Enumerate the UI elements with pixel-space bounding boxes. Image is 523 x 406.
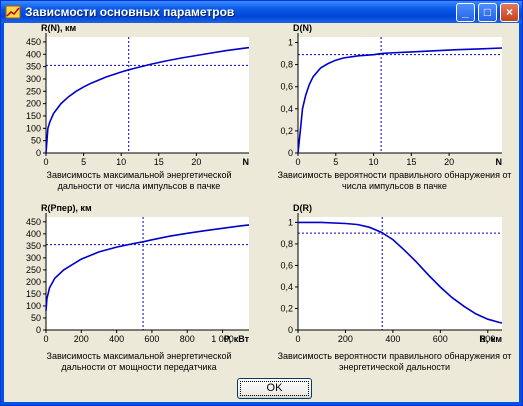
rn-ylabel: R(N), км [41,23,76,33]
rn-curve [45,46,250,154]
close-button[interactable]: × [500,3,519,22]
dr-xtick-label: 400 [385,334,400,344]
rp-ytick-label: 450 [26,217,41,227]
window-title: Зависмости основных параметров [25,5,235,19]
rp-ytick-label: 300 [26,253,41,263]
rn-ytick-label: 250 [26,86,41,96]
rp-curve [45,224,250,311]
dr-ytick-label: 0,8 [280,239,293,249]
rn-ytick-label: 50 [31,136,41,146]
dr-xtick-label: 800 [480,334,495,344]
rn-ytick-label: 400 [26,49,41,59]
rn-xtick-label: 15 [154,157,164,167]
chart-rp: 0 50 100 150 200 250 300 350 400 450 0 200 400 600 800… [26,203,250,344]
dn-ytick-label: 1 [288,38,293,48]
dn-ylabel: D(N) [293,23,312,33]
rp-ytick-label: 250 [26,265,41,275]
dn-xlabel: N [496,157,503,167]
rp-xtick-label: 400 [109,334,124,344]
dn-ytick-label: 0,2 [280,126,293,136]
rp-ytick-label: 100 [26,301,41,311]
rn-ytick-label: 450 [26,37,41,47]
dn-xtick-label: 10 [369,157,379,167]
dn-plot-area [298,37,502,153]
dn-ytick-label: 0,6 [280,82,293,92]
dr-ytick-label: 0 [288,325,293,335]
dn-ytick-label: 0,4 [280,104,293,114]
rp-ytick-label: 50 [31,313,41,323]
dr-xtick-label: 0 [295,334,300,344]
dn-ytick-label: 0,8 [280,60,293,70]
rn-xtick-label: 5 [81,157,86,167]
dr-curve [298,221,503,324]
title-bar[interactable]: Зависмости основных параметров _ □ × [1,1,522,23]
rn-ytick-label: 300 [26,74,41,84]
minimize-button[interactable]: _ [456,3,475,22]
chart-dn-caption: Зависимость вероятности правильного обна… [277,170,512,191]
dr-xtick-label: 200 [338,334,353,344]
rp-xtick-label: 600 [144,334,159,344]
chart-rp-panel: 0 50 100 150 200 250 300 350 400 450 0 200 400 600 800… [4,199,259,379]
dn-ytick-label: 0 [288,148,293,158]
rn-ytick-label: 0 [36,148,41,158]
dn-xtick-label: 15 [406,157,416,167]
chart-dr-panel: 0 0,2 0,4 0,6 0,8 1 0 200 400 600 800 D(R) R, км Зав… [262,199,519,379]
dr-ytick-label: 0,6 [280,260,293,270]
rn-ytick-label: 200 [26,99,41,109]
rp-xlabel: P, кВт [224,334,250,344]
dialog-client-area: 0 50 100 150 200 250 300 350 400 450 0 5 10 15 20 R(N),… [4,23,519,402]
rp-ytick-label: 0 [36,325,41,335]
ok-button[interactable]: OK [237,378,312,399]
rp-ytick-label: 350 [26,241,41,251]
rn-ytick-label: 150 [26,111,41,121]
rn-ytick-label: 100 [26,123,41,133]
dn-xtick-label: 20 [444,157,454,167]
dn-xtick-label: 5 [333,157,338,167]
chart-dr-caption: Зависимость вероятности правильного обна… [277,351,512,372]
rp-xtick-label: 200 [74,334,89,344]
rp-ytick-label: 400 [26,229,41,239]
rn-xtick-label: 10 [116,157,126,167]
rn-plot-area [46,37,249,153]
rn-xlabel: N [243,157,250,167]
chart-rp-caption: Зависимость максимальной энергетической … [46,351,232,372]
rp-ylabel: R(Pпер), км [41,203,92,213]
chart-dn: 00,20,40,60,810 5 10 15 20D(N)N [280,23,503,167]
maximize-button[interactable]: □ [478,3,497,22]
chart-rn: 0 50 100 150 200 250 300 350 400 450 0 5 10 15 20 R(N),… [26,23,250,167]
dr-ytick-label: 0,4 [280,282,293,292]
chart-rn-panel: 0 50 100 150 200 250 300 350 400 450 0 5 10 15 20 R(N),… [4,23,259,203]
rp-xtick-label: 0 [43,334,48,344]
rn-ytick-label: 350 [26,62,41,72]
rn-xtick-label: 0 [43,157,48,167]
app-icon [5,5,21,19]
chart-rn-caption: Зависимость максимальной энергетической … [46,170,232,191]
rp-ytick-label: 200 [26,277,41,287]
dr-plot-area [298,217,502,330]
rp-ytick-label: 150 [26,289,41,299]
rp-plot-area [46,217,249,330]
dr-ylabel: D(R) [293,203,312,213]
dn-curve [297,47,503,154]
chart-dn-panel: 0 0,2 0,4 0,6 0,8 1 0 5 10 15 20 D(N) N Зависимость … [262,23,519,203]
rp-xtick-label: 1 000 [211,334,234,344]
rp-xtick-label: 800 [180,334,195,344]
dn-xtick-label: 0 [295,157,300,167]
chart-dr: 0 0,2 0,4 0,6 0,8 1 0 200 400 600 800 D(R) R, км [280,203,503,344]
dr-ytick-label: 0,2 [280,303,293,313]
dr-xtick-label: 600 [433,334,448,344]
rn-xtick-label: 20 [191,157,201,167]
dr-ytick-label: 1 [288,217,293,227]
dr-xlabel: R, км [479,334,502,344]
